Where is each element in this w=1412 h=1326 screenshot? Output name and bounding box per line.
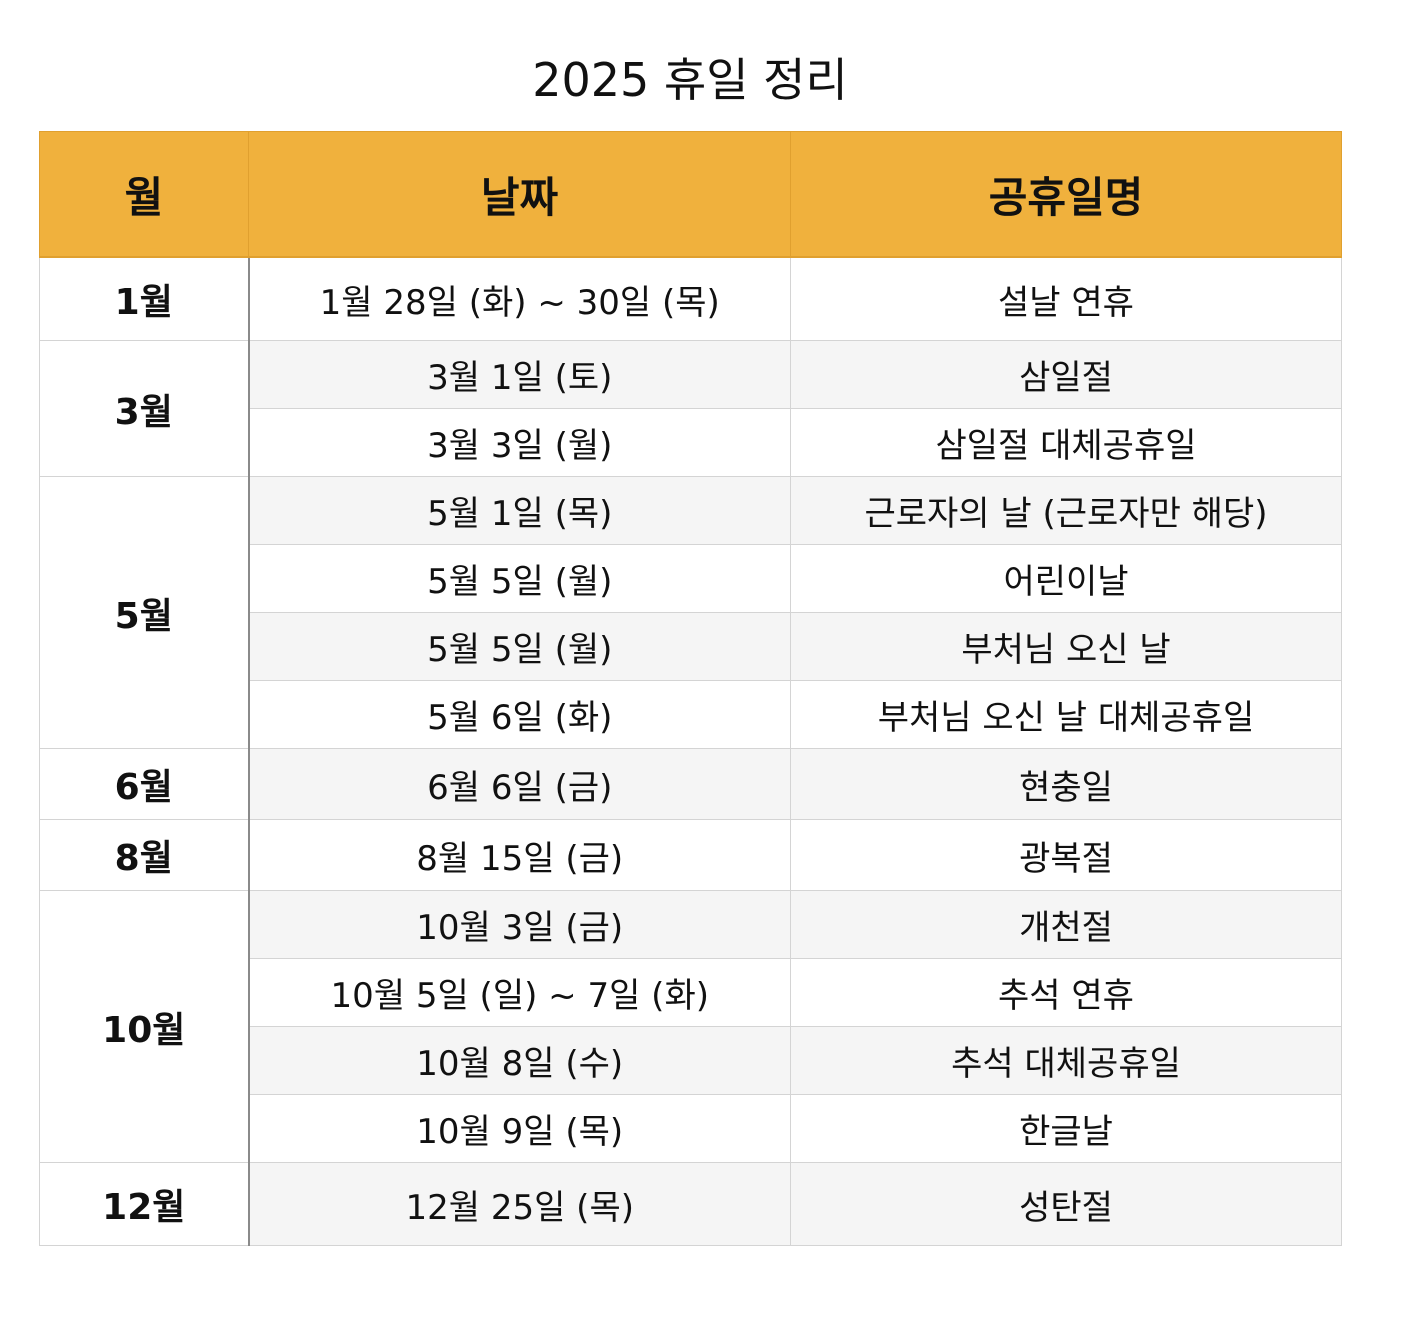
table-row: 3월 3월 1일 (토) 삼일절 — [39, 340, 1342, 477]
date-cell: 10월 9일 (목) — [248, 1094, 791, 1163]
table-row: 10월 5일 (일) ~ 7일 (화) 추석 연휴 — [40, 958, 1342, 1027]
date-cell: 6월 6일 (금) — [248, 748, 791, 820]
holiday-name-cell: 추석 연휴 — [790, 958, 1342, 1027]
holiday-name-column-header: 공휴일명 — [790, 131, 1342, 258]
month-cell: 8월 — [39, 819, 250, 891]
month-cell: 5월 — [39, 476, 250, 749]
holiday-name-cell: 부처님 오신 날 대체공휴일 — [790, 680, 1342, 749]
holiday-name-cell: 어린이날 — [790, 544, 1342, 613]
date-cell: 5월 5일 (월) — [248, 544, 791, 613]
date-cell: 8월 15일 (금) — [248, 819, 791, 891]
holiday-name-cell: 삼일절 — [790, 340, 1342, 409]
holiday-name-cell: 개천절 — [790, 890, 1342, 959]
table-row: 5월 5일 (월) 부처님 오신 날 — [40, 612, 1342, 681]
table-row: 10월 8일 (수) 추석 대체공휴일 — [40, 1026, 1342, 1095]
holiday-name-cell: 한글날 — [790, 1094, 1342, 1163]
date-cell: 10월 8일 (수) — [248, 1026, 791, 1095]
table-row: 12월 12월 25일 (목) 성탄절 — [39, 1162, 1342, 1246]
holiday-name-cell: 현충일 — [790, 748, 1342, 820]
month-column-header: 월 — [39, 131, 249, 258]
holiday-name-cell: 근로자의 날 (근로자만 해당) — [790, 476, 1342, 545]
date-cell: 10월 5일 (일) ~ 7일 (화) — [248, 958, 791, 1027]
table-row: 8월 8월 15일 (금) 광복절 — [39, 819, 1342, 891]
holiday-name-cell: 설날 연휴 — [790, 256, 1342, 341]
month-cell: 1월 — [39, 256, 250, 341]
date-cell: 12월 25일 (목) — [248, 1162, 791, 1246]
date-cell: 1월 28일 (화) ~ 30일 (목) — [248, 256, 791, 341]
page-title: 2025 휴일 정리 — [532, 53, 848, 107]
table-row: 10월 9일 (목) 한글날 — [40, 1094, 1342, 1163]
table-row: 1월 1월 28일 (화) ~ 30일 (목) 설날 연휴 — [39, 256, 1342, 341]
date-cell: 5월 1일 (목) — [248, 476, 791, 545]
date-cell: 3월 3일 (월) — [248, 408, 791, 477]
month-cell: 6월 — [39, 748, 250, 820]
table-row: 6월 6월 6일 (금) 현충일 — [39, 748, 1342, 820]
holiday-name-cell: 부처님 오신 날 — [790, 612, 1342, 681]
month-cell: 12월 — [39, 1162, 250, 1246]
holiday-name-cell: 삼일절 대체공휴일 — [790, 408, 1342, 477]
table-row: 3월 3일 (월) 삼일절 대체공휴일 — [40, 408, 1342, 477]
date-column-header: 날짜 — [248, 131, 791, 258]
holiday-name-cell: 추석 대체공휴일 — [790, 1026, 1342, 1095]
holiday-table: 월 날짜 공휴일명 1월 1월 28일 (화) ~ 30일 (목) 설날 연휴 … — [39, 131, 1342, 1246]
date-cell: 10월 3일 (금) — [248, 890, 791, 959]
table-row: 5월 5월 1일 (목) 근로자의 날 (근로자만 해당) — [39, 476, 1342, 749]
holiday-name-cell: 성탄절 — [790, 1162, 1342, 1246]
table-row: 5월 5일 (월) 어린이날 — [40, 544, 1342, 613]
holiday-name-cell: 광복절 — [790, 819, 1342, 891]
date-cell: 5월 6일 (화) — [248, 680, 791, 749]
month-cell: 3월 — [39, 340, 250, 477]
date-cell: 3월 1일 (토) — [248, 340, 791, 409]
table-row: 5월 6일 (화) 부처님 오신 날 대체공휴일 — [40, 680, 1342, 749]
table-row: 10월 10월 3일 (금) 개천절 — [39, 890, 1342, 1163]
date-cell: 5월 5일 (월) — [248, 612, 791, 681]
header-row: 월 날짜 공휴일명 — [39, 131, 1342, 258]
month-cell: 10월 — [39, 890, 250, 1163]
